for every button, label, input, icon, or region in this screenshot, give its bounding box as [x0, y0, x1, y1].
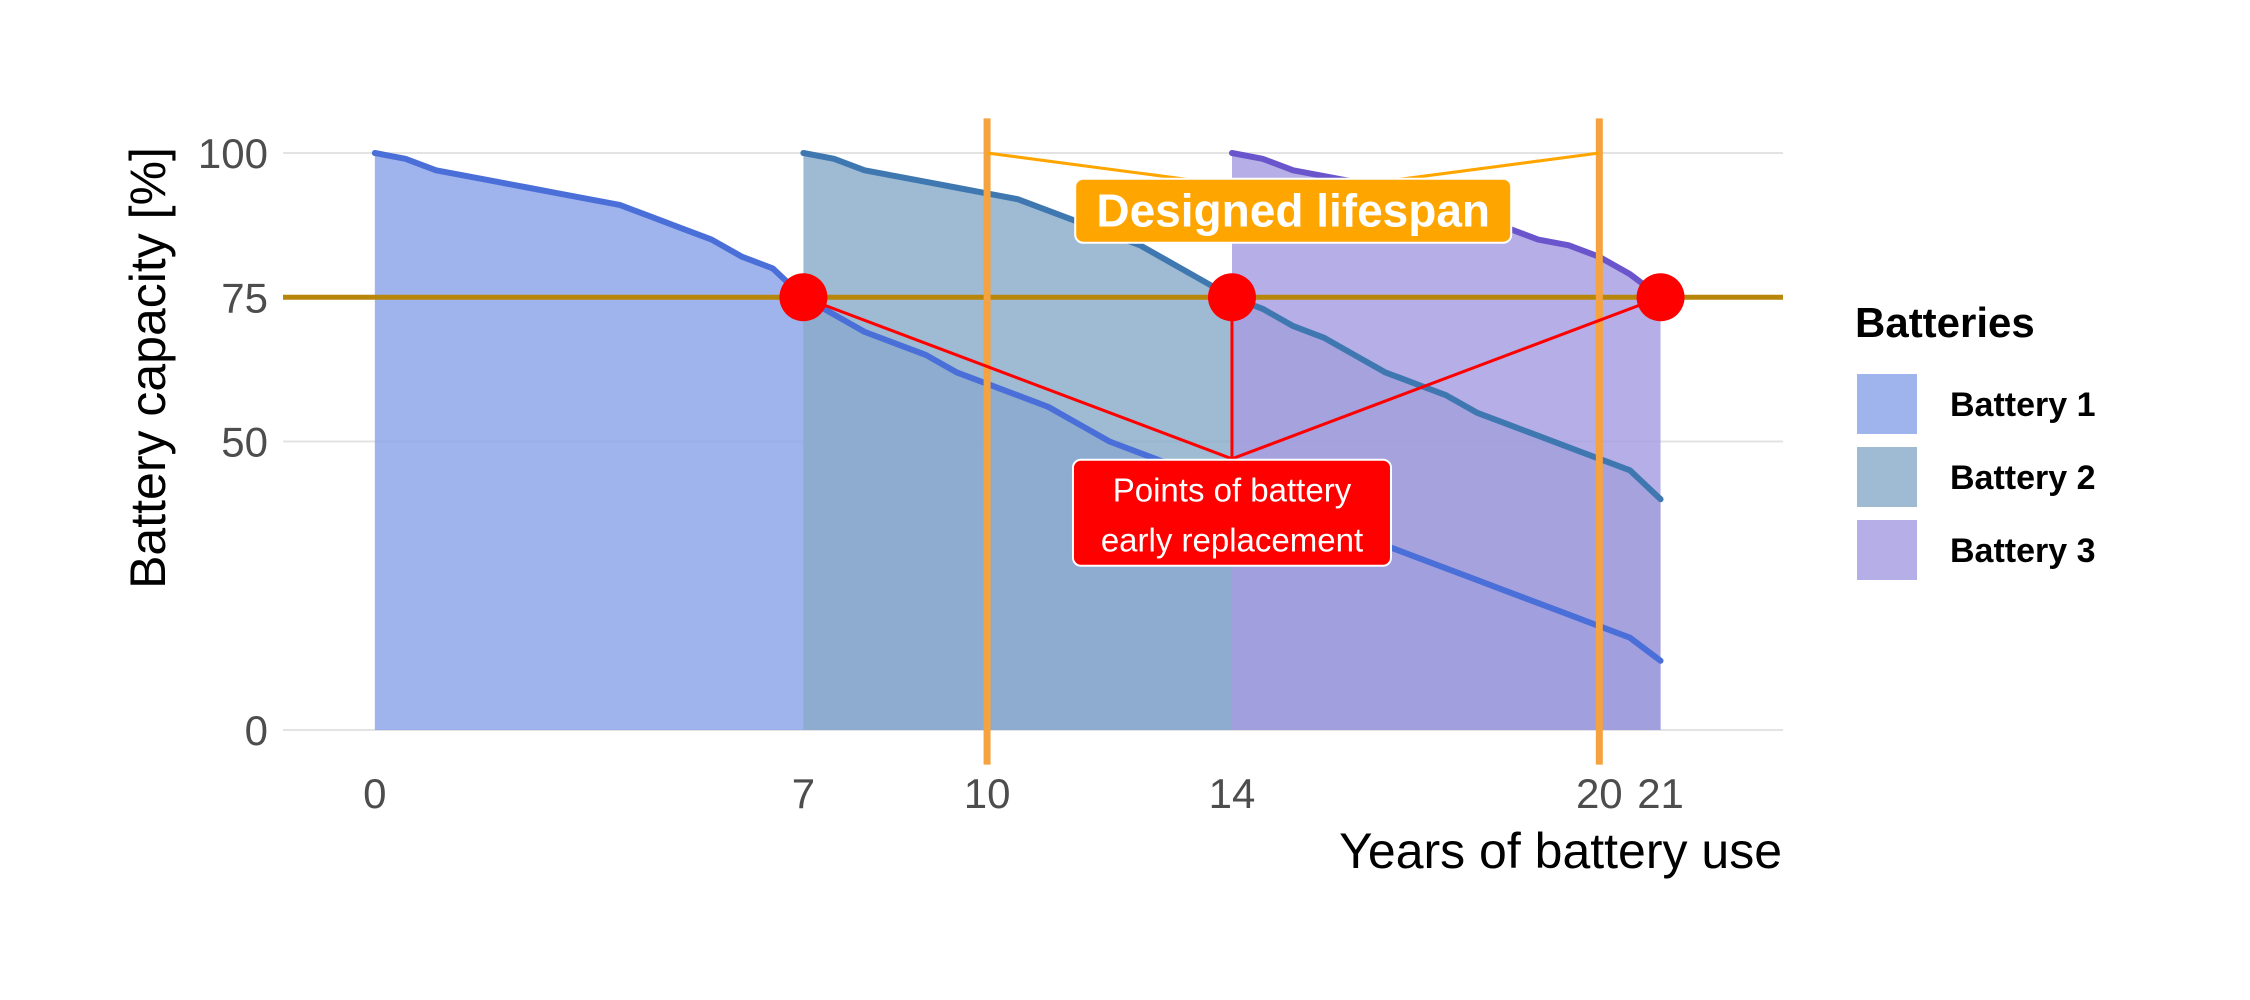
replacement-connector-21 — [1231, 295, 1662, 461]
x-tick-label-21: 21 — [1637, 770, 1684, 817]
replacement-points — [779, 273, 1685, 322]
legend-label-battery-3: Battery 3 — [1950, 532, 2096, 570]
legend-title: Batteries — [1855, 299, 2035, 346]
x-axis-title: Years of battery use — [1339, 823, 1782, 879]
replacement-label-box — [1071, 458, 1392, 567]
replacement-point-7 — [779, 273, 828, 322]
y-tick-label-100: 100 — [198, 130, 268, 177]
legend: Batteries Battery 1 Battery 2 Battery 3 — [1855, 299, 2096, 580]
x-tick-label-0: 0 — [363, 770, 386, 817]
legend-swatch-battery-3 — [1857, 520, 1917, 580]
legend-label-battery-2: Battery 2 — [1950, 459, 2096, 497]
x-tick-label-7: 7 — [792, 770, 815, 817]
replacement-point-14 — [1207, 273, 1256, 322]
legend-swatch-battery-2 — [1857, 447, 1917, 507]
legend-label-battery-1: Battery 1 — [1950, 386, 2096, 424]
reference-lines — [283, 118, 1783, 765]
legend-swatch-battery-1 — [1857, 374, 1917, 434]
replacement-point-21 — [1636, 273, 1685, 322]
replacement-label-line2: early replacement — [1101, 522, 1363, 559]
x-tick-label-10: 10 — [964, 770, 1011, 817]
y-tick-label-50: 50 — [221, 419, 268, 466]
y-tick-label-0: 0 — [245, 707, 268, 754]
replacement-connector-7 — [802, 295, 1233, 461]
replacement-label-line1: Points of battery — [1113, 472, 1352, 509]
y-tick-label-75: 75 — [221, 274, 268, 321]
x-axis-ticks: 0 7 10 14 20 21 — [363, 770, 1684, 817]
lifespan-label-box — [1074, 177, 1513, 244]
y-axis-ticks: 0 50 75 100 — [198, 130, 268, 754]
y-axis-title: Battery capacity [%] — [120, 147, 176, 589]
x-tick-label-14: 14 — [1209, 770, 1256, 817]
annotation-labels: Designed lifespan Points of battery early … — [1071, 177, 1513, 567]
lifespan-label-text: Designed lifespan — [1096, 185, 1490, 237]
x-tick-label-20: 20 — [1576, 770, 1623, 817]
line-battery-1 — [371, 150, 1664, 664]
